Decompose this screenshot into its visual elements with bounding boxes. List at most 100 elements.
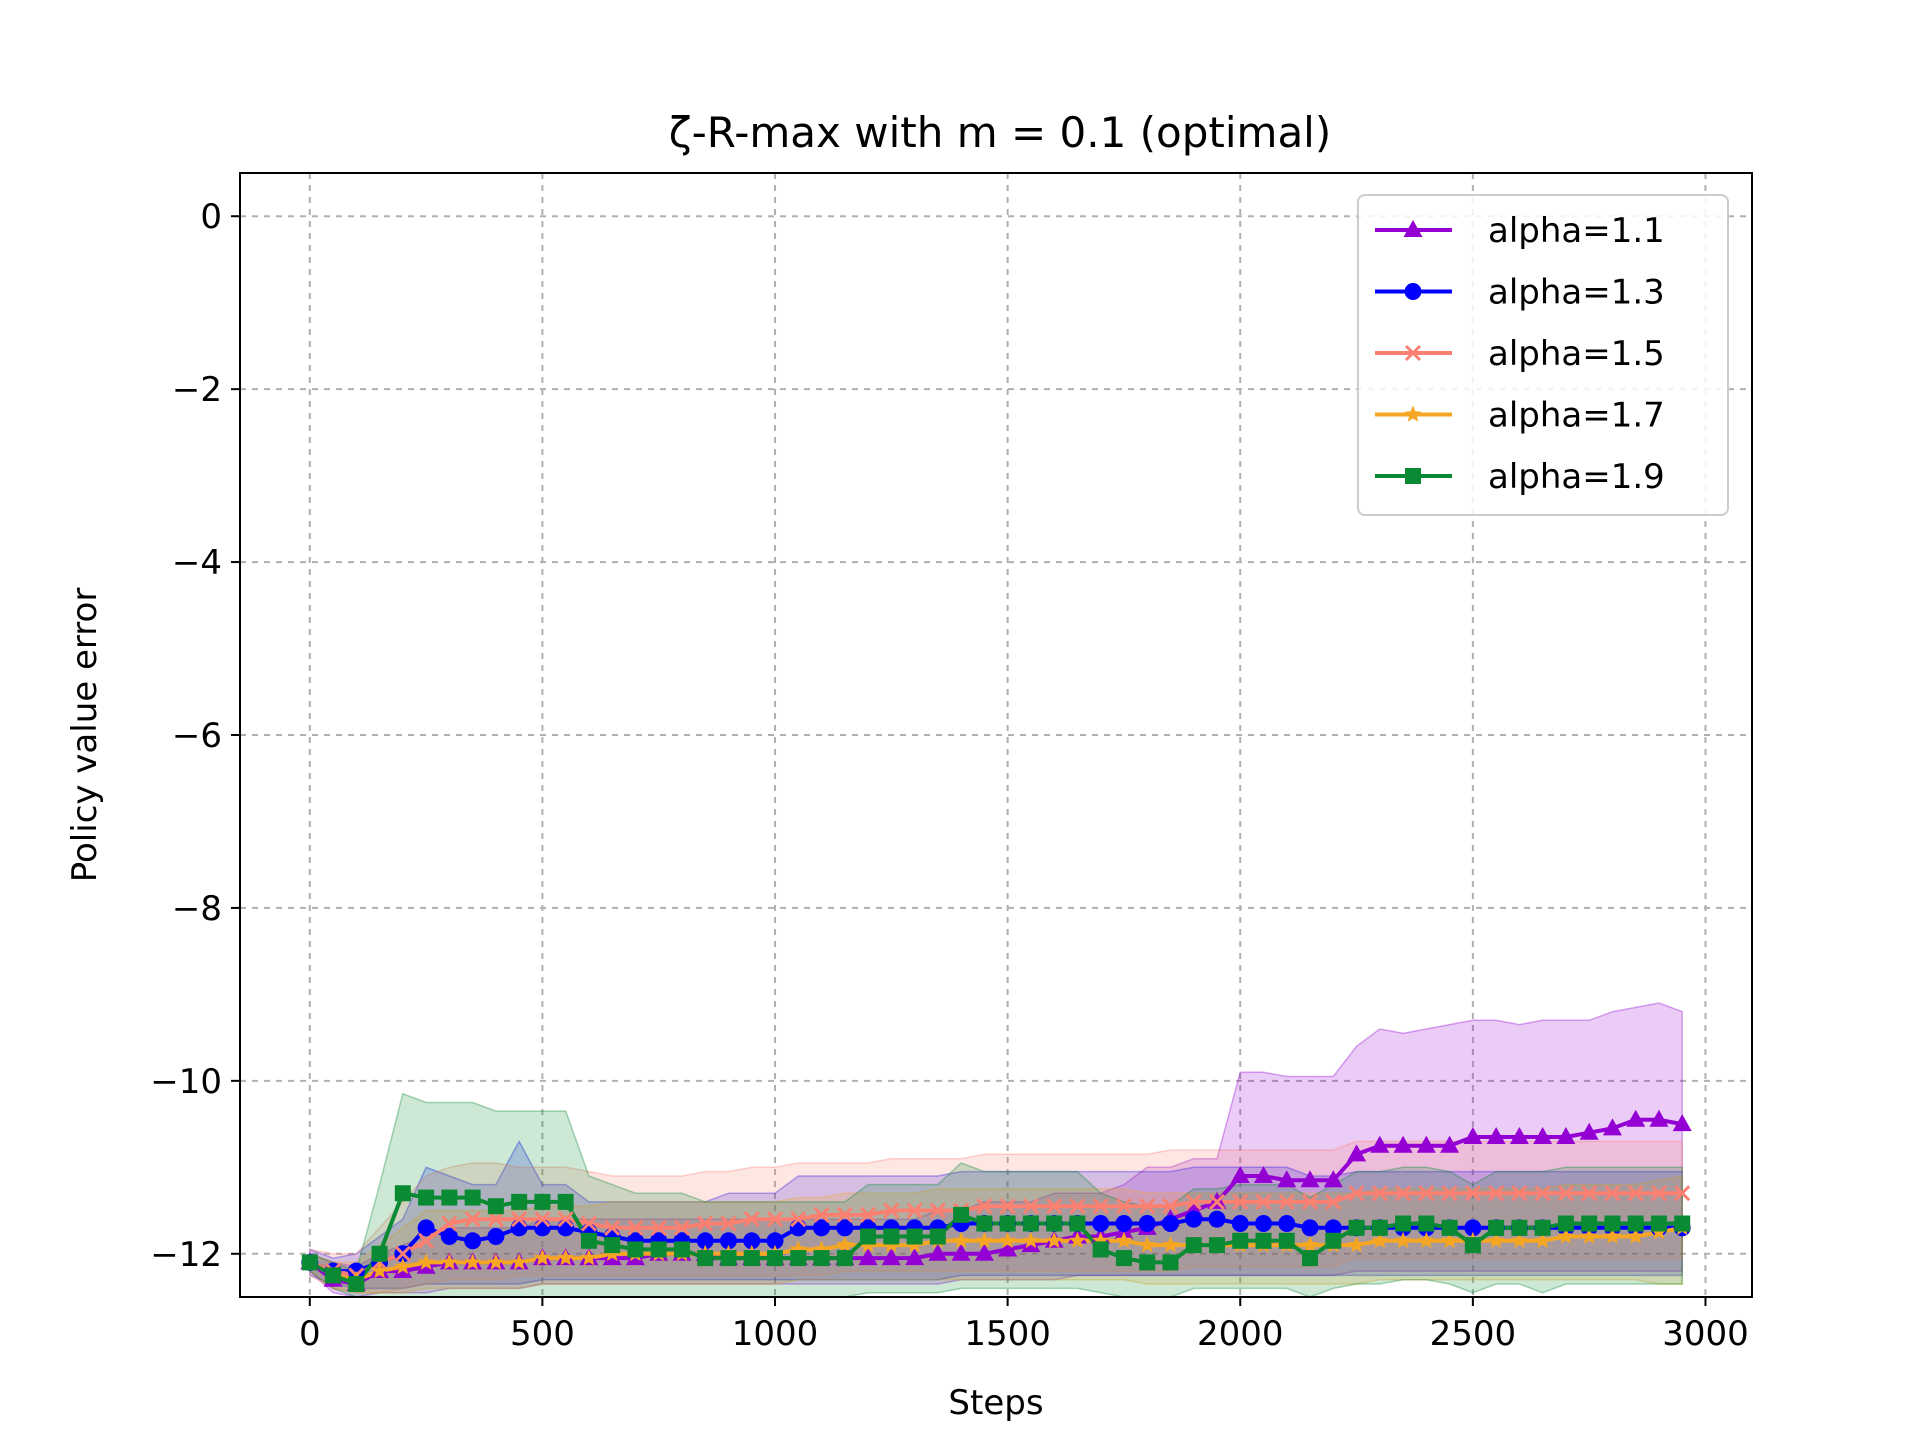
data-point (511, 1211, 528, 1228)
data-point (1417, 1231, 1435, 1249)
data-point (1488, 1185, 1505, 1202)
legend-label: alpha=1.5 (1488, 334, 1665, 374)
y-axis-label: Policy value error (65, 588, 105, 883)
y-tick-label: 0 (200, 197, 222, 237)
data-point (858, 1248, 878, 1266)
data-point (1533, 1127, 1553, 1145)
x-tick-label: 1000 (732, 1314, 819, 1354)
data-point (627, 1219, 644, 1236)
data-point (1534, 1219, 1551, 1236)
data-point (743, 1211, 760, 1228)
x-tick-label: 0 (299, 1314, 321, 1354)
data-point (440, 1227, 458, 1245)
data-point (348, 1276, 365, 1293)
data-point (394, 1245, 411, 1262)
data-point (441, 1215, 458, 1232)
data-point (1672, 1114, 1692, 1132)
data-point (836, 1219, 854, 1237)
data-point (697, 1250, 714, 1267)
data-point (1464, 1219, 1482, 1237)
data-point (1161, 1215, 1179, 1233)
data-point (1580, 1227, 1598, 1244)
data-point (1348, 1185, 1365, 1202)
data-point (1255, 1193, 1272, 1210)
data-point (860, 1228, 877, 1245)
data-point (1440, 1135, 1460, 1153)
data-point (487, 1211, 504, 1228)
data-point (394, 1257, 412, 1274)
data-point (1255, 1232, 1272, 1249)
data-point (1115, 1198, 1133, 1215)
x-tick-label: 2500 (1430, 1314, 1517, 1354)
data-point (580, 1249, 598, 1266)
data-point (1185, 1237, 1202, 1254)
data-point (1581, 1215, 1598, 1232)
data-point (1046, 1198, 1063, 1215)
x-axis-label: Steps (948, 1383, 1043, 1423)
data-point (1464, 1237, 1481, 1254)
data-point (1208, 1237, 1225, 1254)
x-tick-label: 3000 (1662, 1314, 1749, 1354)
data-point (1441, 1219, 1458, 1236)
data-point (301, 1254, 318, 1271)
data-point (1649, 1109, 1669, 1127)
data-point (1534, 1185, 1551, 1202)
data-point (1441, 1185, 1458, 1202)
data-point (1162, 1198, 1179, 1215)
data-point (813, 1219, 831, 1237)
data-point (906, 1228, 923, 1245)
y-tick-label: −10 (150, 1062, 222, 1102)
data-point (976, 1215, 993, 1232)
data-point (790, 1250, 807, 1267)
data-point (1255, 1215, 1273, 1233)
data-point (1418, 1185, 1435, 1202)
data-point (767, 1250, 784, 1267)
data-point (1511, 1185, 1528, 1202)
data-point (440, 1253, 458, 1270)
legend-marker (1404, 405, 1422, 422)
legend-label: alpha=1.7 (1488, 396, 1665, 436)
data-point (1115, 1231, 1133, 1249)
data-point (1395, 1215, 1412, 1232)
data-point (719, 1232, 737, 1250)
data-point (1300, 1170, 1320, 1188)
data-point (511, 1193, 528, 1210)
data-point (418, 1189, 435, 1206)
data-point (1602, 1118, 1622, 1136)
data-point (1068, 1231, 1086, 1249)
data-point (1324, 1219, 1342, 1237)
legend-item-1: alpha=1.1 (1375, 211, 1665, 251)
data-point (1347, 1144, 1367, 1162)
data-point (1022, 1231, 1040, 1249)
data-point (1348, 1219, 1365, 1236)
data-point (766, 1232, 784, 1250)
data-point (929, 1228, 946, 1245)
data-point (1161, 1236, 1179, 1253)
data-point (883, 1228, 900, 1245)
data-point (1416, 1135, 1436, 1153)
series-markers (300, 1109, 1692, 1293)
data-point (1301, 1193, 1319, 1210)
data-point (1627, 1185, 1644, 1202)
data-point (441, 1189, 458, 1206)
data-point (487, 1253, 505, 1270)
data-point (371, 1245, 388, 1262)
x-tick-label: 500 (510, 1314, 575, 1354)
data-point (673, 1241, 690, 1258)
data-point (1511, 1219, 1528, 1236)
legend-item-3: alpha=1.5 (1375, 334, 1665, 374)
legend-box (1357, 194, 1729, 516)
data-point (1418, 1215, 1435, 1232)
y-tick-label: −12 (150, 1235, 222, 1275)
data-point (1487, 1231, 1505, 1249)
data-point (952, 1231, 970, 1249)
data-point (813, 1250, 830, 1267)
data-point (464, 1253, 482, 1270)
data-point (1208, 1193, 1226, 1210)
data-point (1139, 1254, 1156, 1271)
data-point (464, 1189, 481, 1206)
data-point (417, 1219, 435, 1237)
data-point (1603, 1227, 1621, 1244)
data-point (789, 1219, 807, 1237)
